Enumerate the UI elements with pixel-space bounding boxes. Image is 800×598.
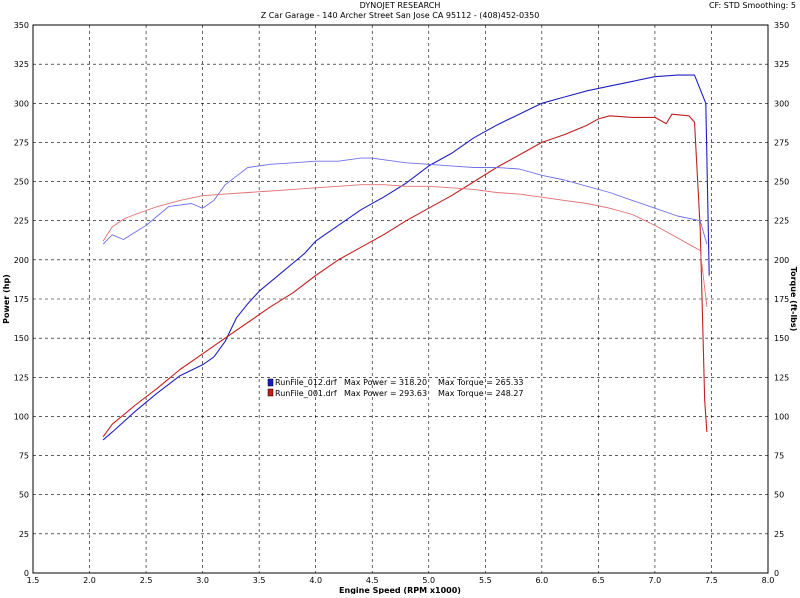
y-axis-label-left: Power (hp) xyxy=(2,274,11,324)
y-tick-label-left: 350 xyxy=(14,21,29,30)
legend-file-run-001: RunFile_001.drf xyxy=(275,389,337,398)
x-tick-label: 1.5 xyxy=(27,576,40,585)
y-tick-label-right: 325 xyxy=(774,60,789,69)
y-tick-label-left: 100 xyxy=(14,412,29,421)
y-tick-label-left: 75 xyxy=(19,452,29,461)
y-tick-label-right: 125 xyxy=(774,373,789,382)
y-tick-label-right: 0 xyxy=(774,569,779,578)
x-tick-label: 8.0 xyxy=(762,576,775,585)
series-line-1 xyxy=(102,74,710,441)
y-tick-label-left: 200 xyxy=(14,256,29,265)
chart-subtitle: Z Car Garage - 140 Archer Street San Jos… xyxy=(261,11,540,20)
legend-swatch-run-012 xyxy=(267,378,274,387)
y-tick-label-right: 50 xyxy=(774,491,784,500)
y-tick-label-left: 175 xyxy=(14,295,29,304)
x-tick-label: 2.5 xyxy=(140,576,153,585)
series-group xyxy=(102,74,710,441)
x-axis-label: Engine Speed (RPM x1000) xyxy=(339,586,461,594)
x-tick-label: 7.5 xyxy=(705,576,718,585)
y-tick-label-right: 350 xyxy=(774,21,789,30)
y-tick-label-left: 275 xyxy=(14,138,29,147)
legend: RunFile_012.drf Max Power = 318.20 Max T… xyxy=(267,378,524,398)
x-tick-label: 5.5 xyxy=(479,576,492,585)
y-tick-label-right: 75 xyxy=(774,452,784,461)
y-tick-label-right: 25 xyxy=(774,530,784,539)
y-tick-label-left: 250 xyxy=(14,178,29,187)
x-tick-label: 5.0 xyxy=(422,576,435,585)
x-tick-label: 4.0 xyxy=(309,576,322,585)
y-tick-label-left: 225 xyxy=(14,217,29,226)
y-tick-label-left: 325 xyxy=(14,60,29,69)
legend-file-run-012: RunFile_012.drf xyxy=(275,378,337,387)
x-tick-label: 6.0 xyxy=(535,576,548,585)
y-tick-label-left: 50 xyxy=(19,491,29,500)
y-tick-label-right: 200 xyxy=(774,256,789,265)
plot-frame xyxy=(32,24,769,574)
x-tick-label: 7.0 xyxy=(649,576,662,585)
y-tick-label-left: 25 xyxy=(19,530,29,539)
y-tick-label-right: 300 xyxy=(774,99,789,108)
y-tick-label-right: 150 xyxy=(774,334,789,343)
y-tick-label-right: 175 xyxy=(774,295,789,304)
y-tick-label-right: 100 xyxy=(774,412,789,421)
legend-power-run-012: Max Power = 318.20 xyxy=(344,378,427,387)
tick-labels: 1.5 2.0 2.5 3.0 3.5 4.0 4.5 5.0 5.5 6.0 6.5 7.0 7.5 8… xyxy=(14,21,790,585)
series-line-4 xyxy=(102,184,708,307)
settings-readout: CF: STD Smoothing: 5 xyxy=(709,1,796,10)
y-tick-label-right: 225 xyxy=(774,217,789,226)
y-tick-label-left: 150 xyxy=(14,334,29,343)
chart-title: DYNOJET RESEARCH xyxy=(360,1,441,10)
x-tick-label: 3.5 xyxy=(253,576,266,585)
y-tick-label-left: 300 xyxy=(14,99,29,108)
y-tick-label-right: 250 xyxy=(774,178,789,187)
legend-torque-run-012: Max Torque = 265.33 xyxy=(438,378,524,387)
x-tick-label: 2.0 xyxy=(83,576,96,585)
x-tick-label: 6.5 xyxy=(592,576,605,585)
y-tick-label-left: 0 xyxy=(24,569,29,578)
x-tick-label: 4.5 xyxy=(366,576,379,585)
series-line-3 xyxy=(102,157,708,245)
legend-torque-run-001: Max Torque = 248.27 xyxy=(438,389,524,398)
legend-power-run-001: Max Power = 293.63 xyxy=(344,389,427,398)
x-tick-label: 3.0 xyxy=(196,576,209,585)
y-tick-label-left: 125 xyxy=(14,373,29,382)
legend-swatch-run-001 xyxy=(267,388,274,397)
grid xyxy=(33,25,768,573)
y-axis-label-right: Torque (ft-lbs) xyxy=(789,267,798,332)
y-tick-label-right: 275 xyxy=(774,138,789,147)
